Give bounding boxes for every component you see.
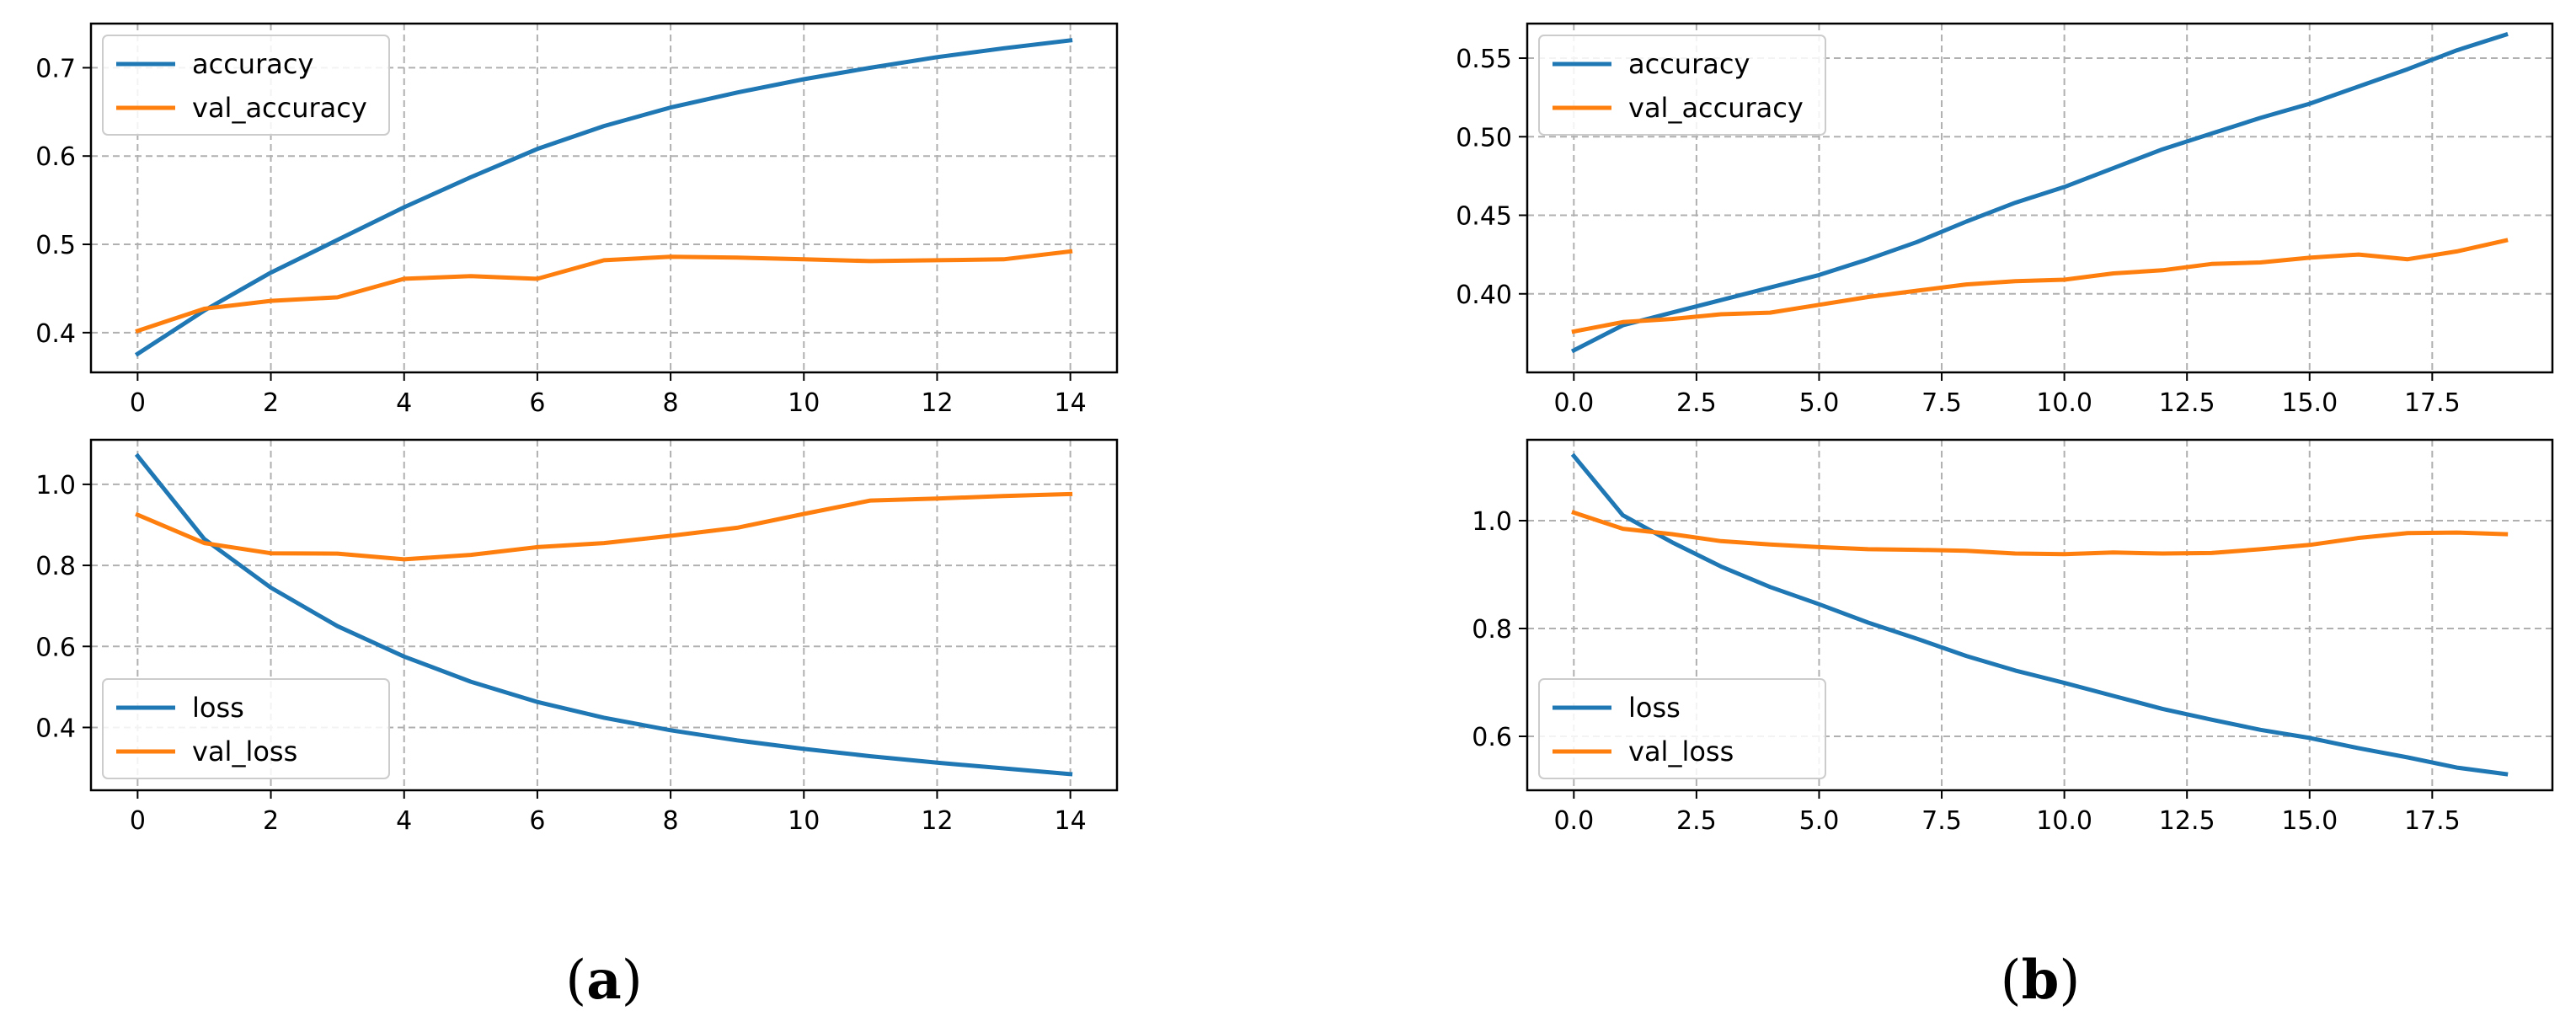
y-tick-label: 0.45 bbox=[1456, 202, 1512, 232]
x-tick-label: 10 bbox=[788, 806, 820, 836]
x-tick-label: 2 bbox=[263, 388, 279, 418]
legend-label-val-loss: val_loss bbox=[1628, 735, 1734, 768]
x-tick-label: 4 bbox=[396, 806, 412, 836]
y-tick-label: 0.6 bbox=[35, 142, 76, 172]
axes-frame bbox=[89, 438, 1119, 792]
x-tick-label: 10.0 bbox=[2036, 388, 2092, 418]
y-tick-label: 0.6 bbox=[1472, 723, 1512, 752]
y-tick-label: 0.55 bbox=[1456, 45, 1512, 74]
x-tick-label: 12.5 bbox=[2159, 806, 2215, 836]
y-tick-label: 0.7 bbox=[35, 54, 76, 83]
x-tick-label: 2.5 bbox=[1676, 388, 1717, 418]
y-tick-label: 0.5 bbox=[35, 231, 76, 260]
chart-b-bottom: 0.0 2.5 5.0 7.5 10.0 12.5 15.0 17.5 0.6 0.8 1.0 los… bbox=[1472, 438, 2554, 836]
legend-label-val-accuracy: val_accuracy bbox=[192, 92, 367, 124]
legend-label-val-accuracy: val_accuracy bbox=[1628, 92, 1804, 124]
x-tick-label: 2.5 bbox=[1676, 806, 1717, 836]
x-tick-label: 15.0 bbox=[2281, 388, 2338, 418]
x-tick-label: 7.5 bbox=[1921, 388, 1962, 418]
series-line-val-accuracy bbox=[1571, 238, 2509, 334]
axes-frame bbox=[1526, 22, 2554, 374]
y-tick-label: 1.0 bbox=[35, 471, 76, 500]
chart-a-top: 0 2 4 6 8 10 12 14 0.4 0.5 0.6 0.7 accuracy val_accur… bbox=[35, 22, 1119, 418]
x-tick-label: 0.0 bbox=[1553, 388, 1594, 418]
y-tick-label: 0.50 bbox=[1456, 123, 1512, 152]
chart-a-bottom: 0 2 4 6 8 10 12 14 0.4 0.6 0.8 1.0 loss val_loss bbox=[35, 438, 1119, 836]
x-tick-label: 4 bbox=[396, 388, 412, 418]
y-tick-label: 0.6 bbox=[35, 633, 76, 662]
series-line-loss bbox=[134, 452, 1073, 777]
panel-caption-a: (a) bbox=[565, 949, 642, 1012]
x-tick-label: 15.0 bbox=[2281, 806, 2338, 836]
series-line-loss bbox=[1570, 452, 2509, 777]
series-line-val-loss bbox=[1571, 510, 2509, 557]
axes-frame bbox=[1526, 438, 2554, 792]
x-tick-label: 2 bbox=[263, 806, 279, 836]
x-tick-label: 10.0 bbox=[2036, 806, 2092, 836]
legend-label-accuracy: accuracy bbox=[192, 48, 313, 80]
legend: accuracy val_accuracy bbox=[102, 35, 390, 136]
x-tick-label: 14 bbox=[1055, 388, 1087, 418]
legend: accuracy val_accuracy bbox=[1538, 35, 1826, 136]
legend-label-accuracy: accuracy bbox=[1628, 48, 1750, 80]
legend-label-loss: loss bbox=[192, 692, 244, 724]
x-tick-label: 7.5 bbox=[1921, 806, 1962, 836]
x-tick-label: 17.5 bbox=[2404, 388, 2461, 418]
x-tick-label: 5.0 bbox=[1799, 806, 1840, 836]
y-tick-label: 0.4 bbox=[35, 714, 76, 743]
x-tick-label: 8 bbox=[663, 388, 679, 418]
series-line-accuracy bbox=[1570, 31, 2509, 354]
x-tick-label: 12 bbox=[921, 806, 953, 836]
x-tick-label: 14 bbox=[1055, 806, 1087, 836]
x-tick-label: 8 bbox=[663, 806, 679, 836]
x-tick-label: 17.5 bbox=[2404, 806, 2461, 836]
legend-label-val-loss: val_loss bbox=[192, 735, 297, 768]
y-tick-label: 0.8 bbox=[35, 552, 76, 581]
x-tick-label: 6 bbox=[529, 388, 545, 418]
legend: loss val_loss bbox=[1538, 678, 1826, 779]
x-tick-label: 5.0 bbox=[1799, 388, 1840, 418]
x-tick-label: 0.0 bbox=[1553, 806, 1594, 836]
x-tick-label: 12 bbox=[921, 388, 953, 418]
y-tick-label: 1.0 bbox=[1472, 507, 1512, 537]
y-tick-label: 0.40 bbox=[1456, 281, 1512, 310]
chart-b-top: 0.0 2.5 5.0 7.5 10.0 12.5 15.0 17.5 0.40 0.45 0.50… bbox=[1456, 22, 2554, 418]
x-tick-label: 6 bbox=[529, 806, 545, 836]
legend: loss val_loss bbox=[102, 678, 390, 779]
series-line-val-accuracy bbox=[135, 249, 1073, 334]
x-tick-label: 0 bbox=[130, 806, 146, 836]
series-line-val-loss bbox=[135, 491, 1073, 562]
legend-label-loss: loss bbox=[1628, 692, 1681, 724]
axes-frame bbox=[89, 22, 1119, 374]
panel-caption-b: (b) bbox=[2001, 949, 2081, 1012]
series-line-accuracy bbox=[134, 38, 1073, 357]
x-tick-label: 0 bbox=[130, 388, 146, 418]
x-tick-label: 12.5 bbox=[2159, 388, 2215, 418]
x-tick-label: 10 bbox=[788, 388, 820, 418]
y-tick-label: 0.8 bbox=[1472, 615, 1512, 645]
y-tick-label: 0.4 bbox=[35, 319, 76, 349]
